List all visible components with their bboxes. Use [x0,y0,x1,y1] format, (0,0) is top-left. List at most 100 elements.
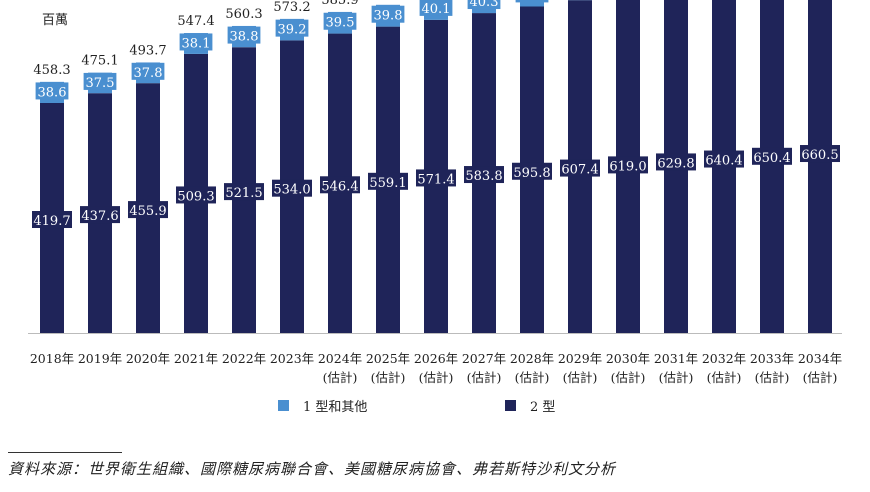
x-tick-sublabel: (估計) [515,370,550,385]
source-divider [8,452,122,453]
data-label-type1-bg [419,0,453,16]
data-label-type1: 39.8 [374,9,403,24]
data-label-type2: 650.4 [753,151,790,166]
bar-type2 [760,0,784,333]
data-label-type2: 619.0 [609,159,646,174]
data-label-type1-bg [323,12,357,30]
data-label-type1-bg [35,82,69,100]
data-label-type1-bg [131,62,165,80]
data-label-type2: 509.3 [177,189,214,204]
legend-item-type1: 1 型和其他 [278,396,367,415]
x-tick-label: 2027年 [462,351,506,366]
data-label-type2-bg [464,166,504,184]
x-tick-label: 2024年 [318,351,362,366]
data-label-type2-bg [704,150,744,168]
data-label-type2-bg [656,153,696,171]
data-label-type1-bg [179,33,213,51]
x-tick-sublabel: (估計) [755,370,790,385]
data-label-type2: 559.1 [369,176,406,191]
data-label-type2: 546.4 [321,179,358,194]
data-label-type2-bg [224,183,264,201]
data-label-type2-bg [752,147,792,165]
x-tick-label: 2034年 [798,351,842,366]
legend-item-type2: 2 型 [505,396,555,415]
data-label-type2-bg [272,179,312,197]
data-label-type1-bg [371,5,405,23]
data-label-type2-bg [512,162,552,180]
data-label-type1: 37.8 [134,66,163,81]
total-label: 560.3 [225,7,262,22]
total-label: 547.4 [177,14,214,29]
data-label-type1-bg [515,0,549,3]
data-label-type2: 521.5 [225,186,262,201]
data-label-type2: 583.8 [465,169,502,184]
x-tick-label: 2031年 [654,351,698,366]
x-tick-label: 2020年 [126,351,170,366]
data-label-type2: 607.4 [561,163,598,178]
data-label-type1-bg [227,26,261,44]
unit-label: 百萬 [42,13,69,28]
data-label-type2-bg [416,169,456,187]
data-label-type1: 40.3 [470,0,499,10]
total-label: 458.3 [33,63,70,78]
total-label: 598.9 [369,0,406,1]
data-label-type1: 40.1 [422,2,451,17]
legend-label-type1: 1 型和其他 [303,400,368,415]
data-label-type1-bg [467,0,501,10]
legend-swatch-type1 [278,400,289,411]
legend-label-type2: 2 型 [530,400,556,415]
x-tick-label: 2028年 [510,351,554,366]
data-label-type2: 437.6 [81,209,118,224]
x-tick-sublabel: (估計) [323,370,358,385]
data-label-type2-bg [560,159,600,177]
x-tick-label: 2019年 [78,351,122,366]
data-label-type2: 640.4 [705,154,742,169]
x-tick-label: 2030年 [606,351,650,366]
data-label-type1: 38.6 [38,85,67,100]
x-tick-sublabel: (估計) [803,370,838,385]
x-tick-label: 2022年 [222,351,266,366]
bar-type2 [808,0,832,334]
total-label: 573.2 [273,0,310,15]
data-label-type1: 40.5 [518,0,547,3]
data-label-type2-bg [32,211,72,229]
x-tick-sublabel: (估計) [563,370,598,385]
data-label-type1: 39.2 [278,23,307,38]
data-label-type2-bg [800,145,840,163]
data-label-type1: 38.1 [182,36,211,51]
x-tick-label: 2018年 [30,351,74,366]
x-tick-label: 2033年 [750,351,794,366]
data-label-type2: 660.5 [801,148,838,163]
x-tick-sublabel: (估計) [371,370,406,385]
data-label-type2: 629.8 [657,156,694,171]
x-tick-label: 2025年 [366,351,410,366]
data-label-type2-bg [320,176,360,194]
data-label-type2-bg [608,156,648,174]
total-label: 493.7 [129,43,166,58]
total-label: 585.9 [321,0,358,8]
bar-type1 [520,0,544,7]
x-tick-sublabel: (估計) [707,370,742,385]
total-label: 475.1 [81,54,118,69]
data-label-type1: 37.5 [86,76,115,91]
x-tick-label: 2032年 [702,351,746,366]
x-tick-sublabel: (估計) [611,370,646,385]
data-label-type2: 419.7 [33,214,70,229]
x-tick-label: 2023年 [270,351,314,366]
data-label-type1-bg [275,19,309,37]
data-label-type1-bg [83,72,117,90]
data-label-type2: 595.8 [513,166,550,181]
data-label-type2-bg [368,172,408,190]
x-tick-sublabel: (估計) [419,370,454,385]
data-label-type2: 455.9 [129,204,166,219]
data-label-type2-bg [80,206,120,224]
x-tick-label: 2026年 [414,351,458,366]
source-note: 資料來源：世界衛生組織、國際糖尿病聯合會、美國糖尿病協會、弗若斯特沙利文分析 [8,460,617,478]
legend-swatch-type2 [505,400,516,411]
data-label-type1: 39.5 [326,16,355,31]
x-tick-sublabel: (估計) [659,370,694,385]
data-label-type2: 571.4 [417,172,454,187]
x-tick-sublabel: (估計) [467,370,502,385]
data-label-type2: 534.0 [273,183,310,198]
stacked-bar-chart: 419.7 38.6 458.3 2018年 437.6 37.5 475.1 2019年 45… [28,0,842,385]
